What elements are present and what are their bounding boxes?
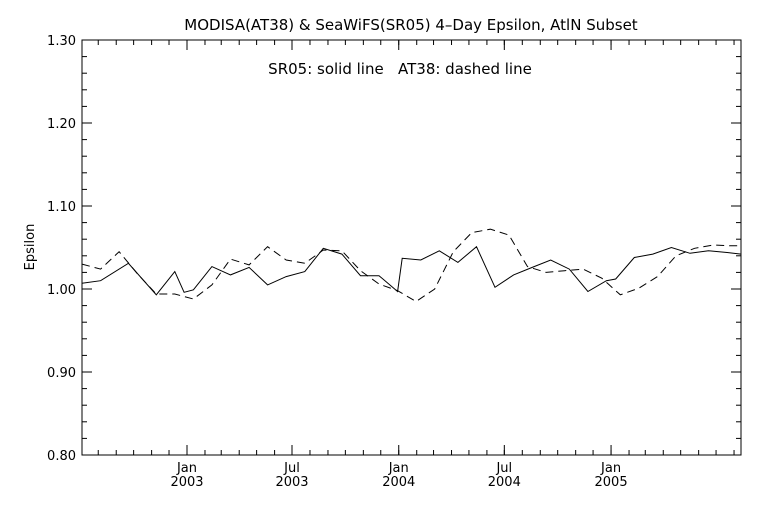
y-axis-label: Epsilon — [23, 224, 38, 271]
y-tick-label: 0.90 — [47, 366, 76, 381]
x-tick-month: Jan — [176, 461, 197, 476]
axis-ticks: 0.800.901.001.101.201.30Jan2003Jul2003Ja… — [47, 34, 741, 490]
x-tick-month: Jul — [495, 461, 512, 476]
x-tick-year: 2003 — [275, 475, 308, 490]
y-tick-label: 1.30 — [47, 34, 76, 49]
y-tick-label: 0.80 — [47, 449, 76, 464]
x-tick-year: 2003 — [170, 475, 203, 490]
x-tick-year: 2005 — [595, 475, 628, 490]
y-tick-label: 1.00 — [47, 283, 76, 298]
series-line-sr05 — [81, 245, 742, 296]
x-tick-year: 2004 — [382, 475, 415, 490]
x-tick-month: Jan — [600, 461, 621, 476]
x-tick-year: 2004 — [488, 475, 521, 490]
chart-title: MODISA(AT38) & SeaWiFS(SR05) 4–Day Epsil… — [184, 16, 637, 34]
plot-frame — [81, 39, 742, 456]
x-tick-month: Jan — [388, 461, 409, 476]
y-tick-label: 1.20 — [47, 117, 76, 132]
series-line-at38 — [81, 228, 741, 303]
y-tick-label: 1.10 — [47, 200, 76, 215]
series-group — [81, 228, 742, 303]
x-tick-month: Jul — [283, 461, 300, 476]
legend-annotation: SR05: solid line AT38: dashed line — [268, 60, 532, 78]
